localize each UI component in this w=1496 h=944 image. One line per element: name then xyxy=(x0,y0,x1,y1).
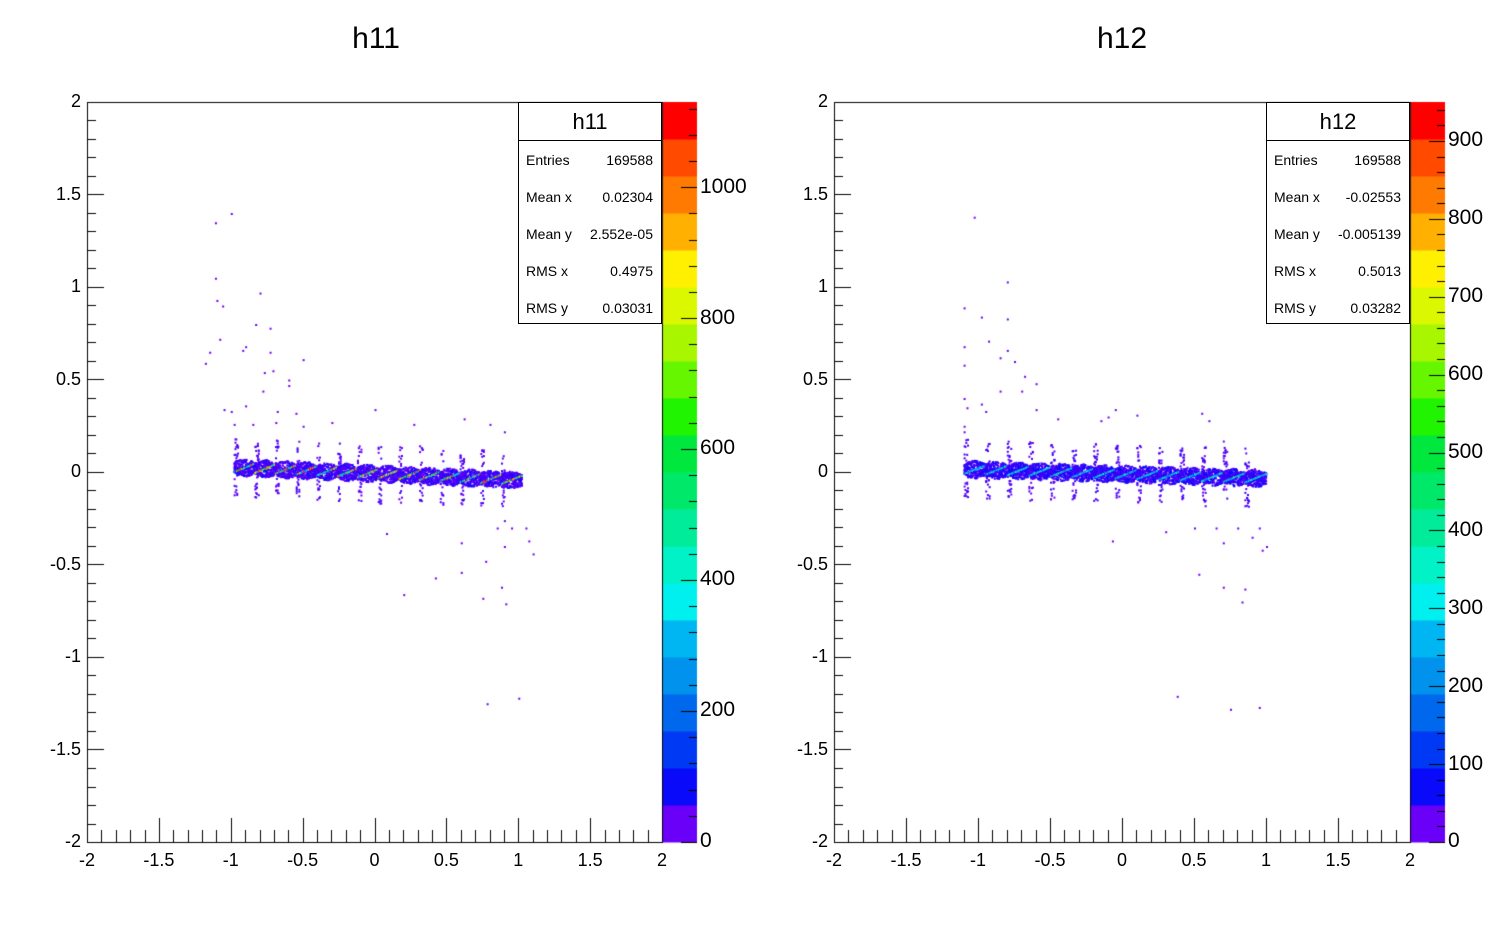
stats-value: 0.5013 xyxy=(1358,263,1401,279)
pad-h12: h12 h12 Entries 169588 Mean x -0.02553 M… xyxy=(748,0,1496,944)
y-tick-label: -1 xyxy=(811,646,828,667)
stats-label: RMS x xyxy=(526,263,568,279)
x-tick-label: -2 xyxy=(78,850,95,871)
stats-value: 169588 xyxy=(1354,152,1401,168)
stats-label: Mean x xyxy=(526,189,572,205)
x-tick-label: -2 xyxy=(825,850,842,871)
stats-value: 0.03031 xyxy=(602,300,653,316)
palette-tick-label: 300 xyxy=(1448,595,1484,619)
stats-row-mean-y: Mean y -0.005139 xyxy=(1267,215,1409,252)
y-tick-label: 0 xyxy=(70,461,81,482)
stats-box-title: h12 xyxy=(1267,103,1409,141)
y-tick-label: 0.5 xyxy=(802,368,828,389)
stats-value: -0.02553 xyxy=(1345,189,1401,205)
chart-title: h12 xyxy=(1096,22,1148,55)
y-tick-label: 0.5 xyxy=(55,368,81,389)
palette-tick-label: 600 xyxy=(700,436,736,460)
pad-h11: h11 h11 Entries 169588 Mean x 0.02304 Me… xyxy=(352,22,662,324)
y-tick-label: 1 xyxy=(70,276,81,297)
stats-label: RMS y xyxy=(526,300,568,316)
y-tick-label: 1.5 xyxy=(55,183,81,204)
y-tick-label: 2 xyxy=(817,91,828,112)
y-tick-label: -2 xyxy=(811,831,828,852)
stats-row-rms-x: RMS x 0.4975 xyxy=(519,252,661,289)
stats-box: h11 Entries 169588 Mean x 0.02304 Mean y… xyxy=(518,102,662,324)
x-tick-label: -1 xyxy=(969,850,986,871)
y-tick-label: 1 xyxy=(817,276,828,297)
palette-tick-label: 700 xyxy=(1448,284,1484,308)
stats-label: Entries xyxy=(1274,152,1318,168)
x-tick-label: -1.5 xyxy=(143,850,175,871)
stats-label: Mean x xyxy=(1274,189,1320,205)
x-tick-label: -0.5 xyxy=(287,850,319,871)
x-tick-label: -0.5 xyxy=(1034,850,1066,871)
x-tick-label: 2 xyxy=(1404,850,1415,871)
x-tick-label: 1 xyxy=(1260,850,1271,871)
x-tick-label: 0 xyxy=(369,850,380,871)
stats-value: 169588 xyxy=(606,152,653,168)
palette-tick-label: 100 xyxy=(1448,751,1484,775)
y-tick-label: -0.5 xyxy=(796,553,828,574)
x-tick-label: 0 xyxy=(1116,850,1127,871)
x-tick-label: 1 xyxy=(513,850,524,871)
x-tick-label: 1.5 xyxy=(577,850,603,871)
y-tick-label: -0.5 xyxy=(49,553,81,574)
stats-label: RMS x xyxy=(1274,263,1316,279)
stats-row-mean-y: Mean y 2.552e-05 xyxy=(519,215,661,252)
palette-tick-label: 400 xyxy=(700,567,736,591)
stats-label: Entries xyxy=(526,152,570,168)
stats-label: Mean y xyxy=(526,226,572,242)
stats-row-entries: Entries 169588 xyxy=(519,141,661,178)
stats-row-mean-x: Mean x 0.02304 xyxy=(519,178,661,215)
y-tick-label: 2 xyxy=(70,91,81,112)
y-tick-label: -1 xyxy=(64,646,81,667)
stats-value: 0.02304 xyxy=(602,189,653,205)
palette-tick-label: 400 xyxy=(1448,517,1484,541)
stats-value: 2.552e-05 xyxy=(589,226,653,242)
stats-row-entries: Entries 169588 xyxy=(1267,141,1409,178)
chart-title: h11 xyxy=(352,22,400,55)
stats-row-rms-x: RMS x 0.5013 xyxy=(1267,252,1409,289)
stats-value: -0.005139 xyxy=(1337,226,1401,242)
palette-tick-label: 600 xyxy=(1448,362,1484,386)
palette-tick-label: 800 xyxy=(700,305,736,329)
stats-box: h12 Entries 169588 Mean x -0.02553 Mean … xyxy=(1266,102,1410,324)
stats-row-rms-y: RMS y 0.03282 xyxy=(1267,289,1409,326)
stats-label: Mean y xyxy=(1274,226,1320,242)
x-tick-label: 0.5 xyxy=(433,850,459,871)
palette-tick-label: 1000 xyxy=(700,174,747,198)
y-tick-label: 1.5 xyxy=(802,183,828,204)
x-tick-label: 2 xyxy=(656,850,667,871)
stats-box-title: h11 xyxy=(519,103,661,141)
palette-tick-label: 200 xyxy=(700,698,736,722)
stats-value: 0.4975 xyxy=(610,263,653,279)
stats-row-mean-x: Mean x -0.02553 xyxy=(1267,178,1409,215)
x-tick-label: -1.5 xyxy=(890,850,922,871)
stats-label: RMS y xyxy=(1274,300,1316,316)
palette-tick-label: 900 xyxy=(1448,128,1484,152)
y-tick-label: 0 xyxy=(817,461,828,482)
stats-value: 0.03282 xyxy=(1350,300,1401,316)
palette-tick-label: 0 xyxy=(1448,829,1460,853)
stats-row-rms-y: RMS y 0.03031 xyxy=(519,289,661,326)
palette-tick-label: 200 xyxy=(1448,673,1484,697)
y-tick-label: -1.5 xyxy=(796,738,828,759)
palette-tick-label: 0 xyxy=(700,829,712,853)
palette-tick-label: 800 xyxy=(1448,206,1484,230)
x-tick-label: 0.5 xyxy=(1181,850,1207,871)
palette-tick-label: 500 xyxy=(1448,439,1484,463)
x-tick-label: 1.5 xyxy=(1325,850,1351,871)
x-tick-label: -1 xyxy=(222,850,239,871)
y-tick-label: -2 xyxy=(64,831,81,852)
y-tick-label: -1.5 xyxy=(49,738,81,759)
